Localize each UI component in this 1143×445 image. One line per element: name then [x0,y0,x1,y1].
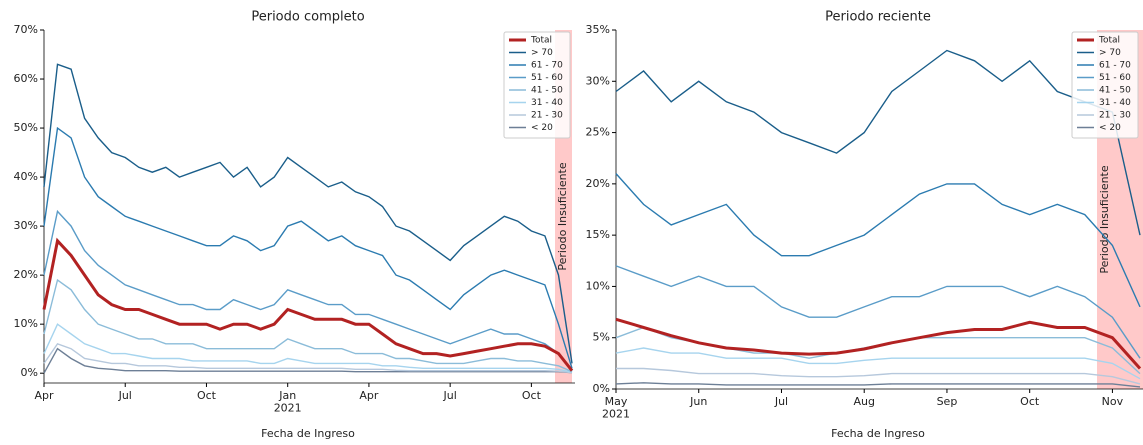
chart-title: Periodo completo [251,10,364,25]
legend-label: > 70 [1099,48,1121,58]
x-tick-label: Oct [522,389,542,402]
data-line [615,173,1141,308]
x-tick-label: Jul [118,389,132,402]
legend-label: Total [1098,36,1120,46]
x-tick-label: Aug [853,395,874,408]
y-tick-label: 35% [586,23,610,36]
y-tick-label: 15% [586,228,610,241]
annotation: Periodo Insuficiente [556,162,569,271]
y-tick-label: 30% [586,74,610,87]
data-line [615,265,1141,359]
x-axis-label: Fecha de Ingreso [831,427,925,440]
x-tick-label: May 2021 [602,395,630,421]
y-tick-label: 5% [593,331,610,344]
legend-label: 21 - 30 [1099,111,1131,121]
y-tick-label: 70% [14,23,38,36]
chart-title: Periodo reciente [825,10,931,25]
y-tick-label: 20% [14,268,38,281]
data-line [615,326,1141,375]
legend-label: 61 - 70 [1099,61,1131,71]
y-tick-label: 40% [14,170,38,183]
x-tick-label: Oct [1020,395,1040,408]
x-tick-label: Jul [774,395,788,408]
y-tick-label: 25% [586,126,610,139]
y-tick-label: 0% [593,382,610,395]
x-tick-label: Jun [689,395,707,408]
legend-label: Total [530,36,552,46]
legend-label: 51 - 60 [531,73,563,83]
legend-label: < 20 [531,123,553,133]
data-line [43,342,573,374]
data-line [615,382,1141,388]
data-line [43,209,573,372]
data-line [43,126,573,369]
x-tick-label: Sep [937,395,958,408]
data-line [42,237,574,372]
x-axis-label: Fecha de Ingreso [261,427,355,440]
x-tick-label: Nov [1102,395,1124,408]
data-line [615,49,1141,236]
y-tick-label: 30% [14,219,38,232]
y-tick-label: 60% [14,72,38,85]
data-line [43,278,573,373]
data-line [615,317,1142,370]
legend-label: 31 - 40 [1099,98,1131,108]
annotation: Periodo Insuficiente [1098,165,1111,274]
y-tick-label: 20% [586,177,610,190]
x-tick-label: Jan 2021 [274,389,302,415]
x-tick-label: Apr [34,389,54,402]
data-line [615,347,1141,380]
y-tick-label: 10% [14,317,38,330]
legend-box [1071,31,1139,139]
legend-label: > 70 [531,48,553,58]
data-line [616,367,1141,385]
y-tick-label: 10% [586,279,610,292]
x-tick-label: Oct [197,389,217,402]
data-line [43,347,573,374]
legend-label: 21 - 30 [531,111,563,121]
legend-label: 61 - 70 [531,61,563,71]
legend-label: 31 - 40 [531,98,563,108]
legend-label: 41 - 50 [531,86,563,96]
data-line [43,323,573,373]
data-line [43,63,573,364]
legend-label: 41 - 50 [1099,86,1131,96]
x-tick-label: Apr [359,389,379,402]
legend-label: < 20 [1099,123,1121,133]
y-tick-label: 0% [21,366,38,379]
x-tick-label: Jul [443,389,457,402]
legend-label: 51 - 60 [1099,73,1131,83]
legend-box [503,31,571,139]
y-tick-label: 50% [14,121,38,134]
